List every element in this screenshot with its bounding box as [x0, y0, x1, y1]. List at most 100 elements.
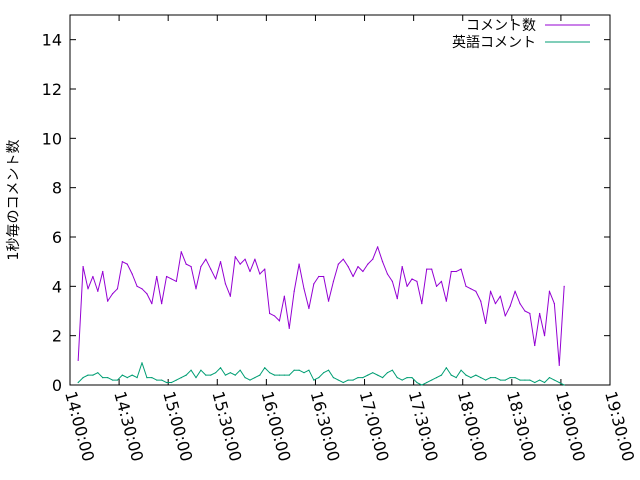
series-1-point — [264, 268, 266, 270]
x-tick-label: 17:30:00 — [405, 389, 442, 463]
series-2-point — [92, 374, 94, 376]
series-2-point — [445, 367, 447, 369]
series-1-point — [372, 258, 374, 260]
series-1-point — [229, 295, 231, 297]
series-2-point — [102, 377, 104, 379]
series-1-point — [332, 280, 335, 282]
series-1-point — [185, 263, 187, 265]
y-tick-label: 10 — [42, 129, 62, 148]
series-2-point — [504, 379, 506, 381]
series-1-point — [205, 258, 207, 260]
series-1-point — [431, 268, 433, 270]
series-1-point — [313, 283, 315, 285]
series-2-point — [327, 369, 330, 371]
series-2-point — [318, 377, 320, 379]
series-1-point — [416, 280, 418, 282]
series-2-point — [264, 367, 266, 369]
series-1-point — [269, 312, 271, 315]
series-1-point — [327, 300, 330, 302]
series-2-point — [460, 369, 462, 371]
series-2-point — [215, 372, 217, 374]
x-tick-label: 18:30:00 — [503, 389, 540, 463]
series-1-point — [239, 263, 241, 265]
series-1-point — [357, 266, 359, 268]
series-2-point — [234, 374, 236, 376]
series-1-point — [529, 312, 531, 315]
series-2-point — [269, 372, 271, 374]
series-1 — [77, 246, 565, 366]
series-1-point — [121, 261, 123, 263]
series-2-point — [499, 379, 501, 381]
x-tick-label: 14:00:00 — [61, 389, 98, 463]
series-2-point — [514, 377, 516, 379]
series-1-point — [563, 285, 565, 287]
x-tick-label: 14:30:00 — [110, 389, 147, 463]
y-axis-ticks: 0 2 4 6 8 10 12 14 — [42, 31, 610, 395]
series-1-point — [386, 273, 389, 275]
series-2-point — [494, 377, 497, 379]
series-1-point — [87, 288, 89, 290]
series-1-line — [77, 246, 565, 366]
x-tick-label: 19:00:00 — [552, 389, 589, 463]
series-2-point — [406, 377, 408, 379]
series-1-point — [509, 305, 511, 307]
series-2-point — [210, 374, 212, 376]
series-2-point — [509, 377, 511, 379]
series-1-point — [102, 270, 104, 273]
series-2-point — [175, 379, 177, 381]
series-2-point — [121, 374, 123, 376]
series-2-point — [170, 381, 173, 384]
series-2-point — [475, 374, 477, 376]
y-tick-label: 12 — [42, 80, 62, 99]
series-2-point — [553, 379, 555, 381]
series-2-point — [362, 377, 364, 379]
series-1-point — [116, 288, 119, 290]
series-1-point — [362, 270, 364, 273]
series-1-point — [519, 303, 521, 305]
series-1-point — [347, 266, 349, 268]
series-2-point — [563, 384, 565, 386]
series-2-point — [249, 379, 251, 381]
series-2-point — [426, 381, 428, 384]
x-tick-label: 15:00:00 — [159, 389, 196, 463]
series-2-point — [254, 377, 256, 379]
series-1-point — [352, 275, 354, 278]
series-1-point — [558, 364, 560, 366]
series-1-point — [146, 293, 148, 295]
series-2-point — [82, 377, 84, 379]
series-1-point — [391, 280, 393, 282]
series-1-point — [381, 261, 384, 263]
series-1-point — [308, 307, 310, 310]
series-1-point — [288, 327, 290, 329]
x-axis-ticks: 14:00:00 14:30:00 15:00:00 15:30:00 16:00:00… — [61, 15, 638, 463]
series-1-point — [475, 290, 477, 292]
series-1-point — [107, 300, 109, 302]
series-1-point — [136, 285, 138, 287]
series-1-point — [401, 266, 403, 268]
series-2-point — [347, 379, 349, 381]
series-2-point — [332, 377, 335, 379]
series-2-point — [111, 379, 114, 381]
series-1-point — [215, 278, 217, 280]
series-2-point — [77, 381, 79, 384]
series-2-point — [278, 374, 281, 376]
series-1-point — [323, 275, 325, 278]
series-2-point — [141, 362, 143, 364]
series-2-point — [435, 377, 438, 379]
series-1-point — [97, 290, 99, 292]
series-2-point — [185, 374, 187, 376]
series-1-point — [161, 303, 163, 305]
series-1-point — [514, 290, 516, 292]
series-1-point — [156, 275, 158, 278]
series-2-point — [396, 377, 398, 379]
series-2-point — [357, 377, 359, 379]
plot-frame — [69, 14, 611, 386]
series-2-point — [529, 379, 531, 381]
series-2-point — [190, 369, 192, 371]
series-1-point — [485, 322, 487, 324]
series-1-point — [539, 312, 541, 315]
y-tick-label: 2 — [52, 327, 62, 346]
series-2-point — [87, 374, 89, 376]
series-2-point — [485, 379, 487, 381]
series-2-point — [239, 369, 241, 371]
